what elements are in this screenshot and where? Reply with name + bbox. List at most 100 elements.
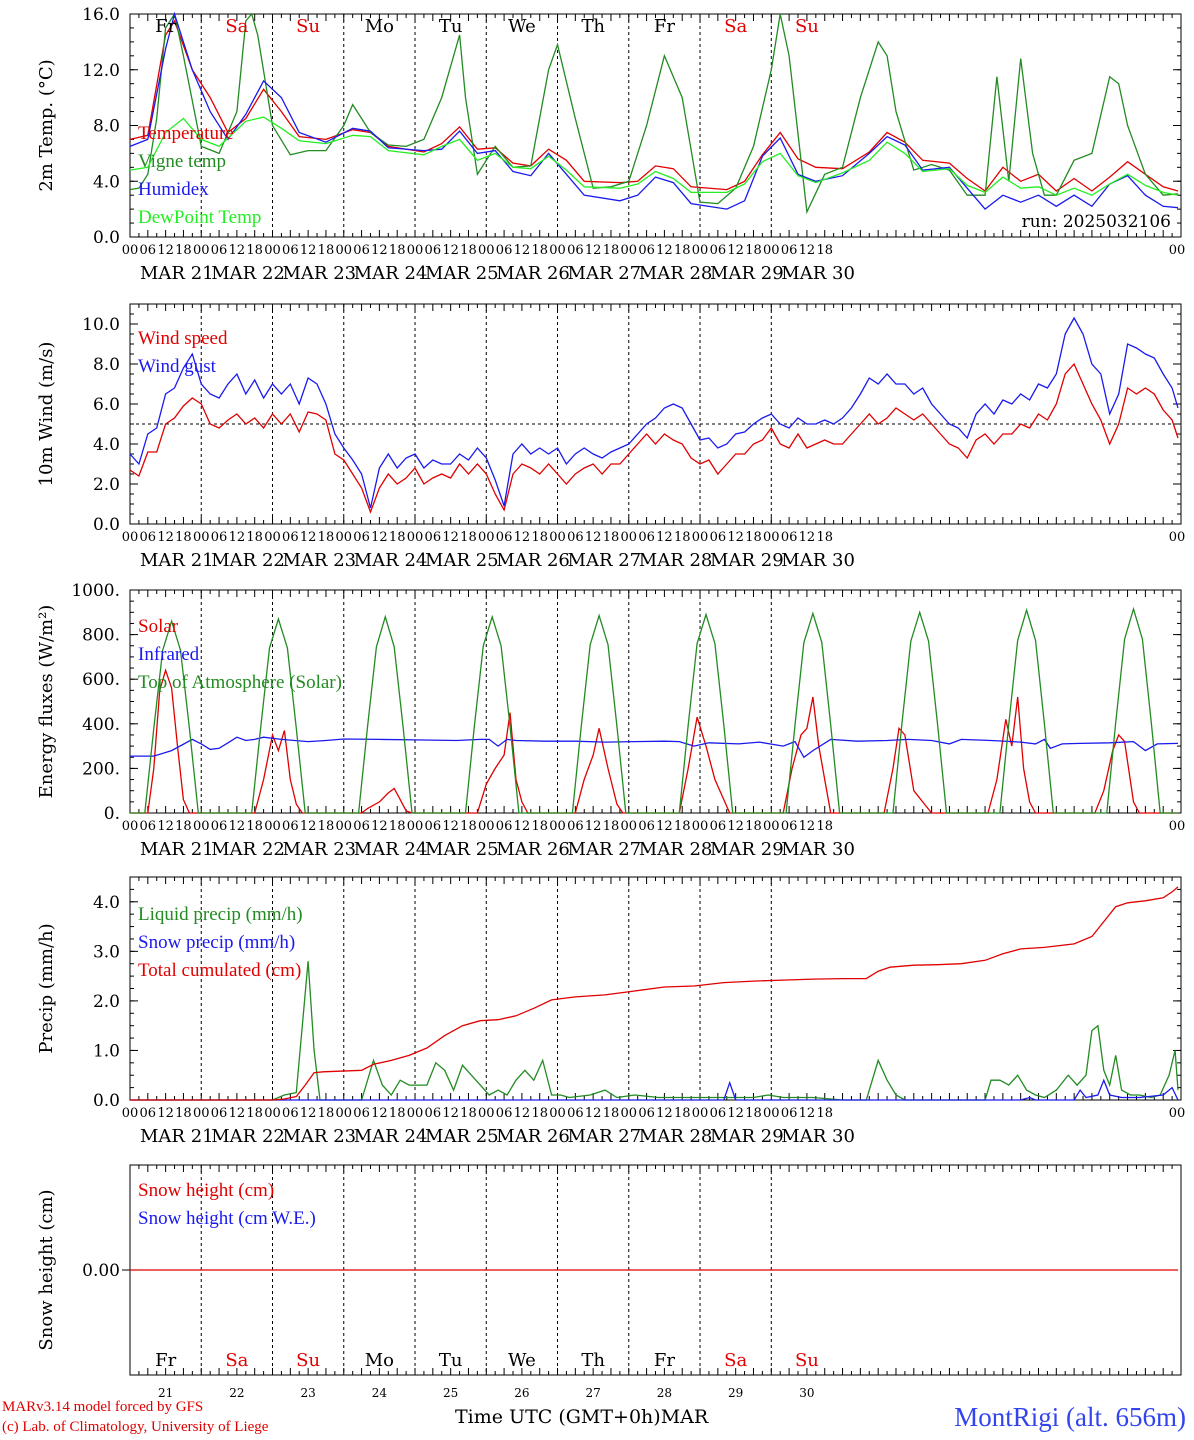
day-name: Fr xyxy=(654,1350,675,1371)
hour-tick-label: 12 xyxy=(371,819,388,834)
series-line-wind-gust xyxy=(129,316,1179,509)
day-name: Sa xyxy=(225,16,248,37)
day-name: Th xyxy=(581,1350,605,1371)
hour-tick-label: 00 xyxy=(335,243,352,258)
date-label: MAR 27 xyxy=(568,550,642,571)
hour-tick-label: 00 xyxy=(549,530,566,545)
hour-tick-label: 00 xyxy=(264,819,281,834)
series-line-liquid-precip-mm-h xyxy=(130,961,1179,1101)
day-number: 23 xyxy=(300,1386,315,1400)
legend-solar: Solar xyxy=(138,616,179,637)
hour-tick-label: 12 xyxy=(727,819,744,834)
hour-tick-label: 00 xyxy=(264,243,281,258)
hour-tick-label: 18 xyxy=(246,530,263,545)
hour-tick-label: 18 xyxy=(745,819,762,834)
panel-frame xyxy=(129,13,1182,238)
series-line-snow-precip-mm-h xyxy=(130,1078,1179,1101)
hour-tick-label: 18 xyxy=(389,530,406,545)
hour-tick-label: 06 xyxy=(211,819,228,834)
panel-frame xyxy=(129,303,1182,525)
hour-tick-label: 18 xyxy=(318,243,335,258)
date-label: MAR 25 xyxy=(425,1126,499,1147)
day-name: Su xyxy=(795,1350,819,1371)
hour-tick-label: 00 xyxy=(621,1106,638,1121)
hour-tick-label: 00 xyxy=(692,819,709,834)
legend-wind-gust: Wind gust xyxy=(138,356,217,377)
date-label: MAR 22 xyxy=(211,1126,285,1147)
hour-tick-label: 00 xyxy=(478,243,495,258)
date-label: MAR 25 xyxy=(425,839,499,860)
hour-tick-label: 18 xyxy=(674,243,691,258)
hour-tick-label: 00 xyxy=(478,530,495,545)
hour-tick-label: 06 xyxy=(140,243,157,258)
day-number: 28 xyxy=(657,1386,672,1400)
hour-tick-label: 00 xyxy=(549,243,566,258)
date-label: MAR 24 xyxy=(354,550,428,571)
hour-tick-label: 12 xyxy=(442,243,459,258)
hour-tick-label: 12 xyxy=(371,1106,388,1121)
hour-tick-label: 12 xyxy=(585,819,602,834)
date-label: MAR 24 xyxy=(354,263,428,284)
x-axis-title-text: Time UTC (GMT+0h) xyxy=(455,1406,661,1428)
legend-snow-precip-mm-h: Snow precip (mm/h) xyxy=(138,932,295,953)
hour-tick-label: 12 xyxy=(229,819,246,834)
hour-tick-label: 06 xyxy=(140,530,157,545)
date-label: MAR 30 xyxy=(781,839,855,860)
hour-tick-label: 06 xyxy=(211,530,228,545)
hour-tick-label: 18 xyxy=(175,243,192,258)
day-name: We xyxy=(508,16,536,37)
hour-tick-label: 06 xyxy=(211,1106,228,1121)
hour-tick-label: 18 xyxy=(318,819,335,834)
hour-tick-label: 18 xyxy=(603,530,620,545)
date-label: MAR 26 xyxy=(496,1126,570,1147)
hour-tick-label: 18 xyxy=(531,1106,548,1121)
day-name: Fr xyxy=(654,16,675,37)
y-tick-label: 600. xyxy=(82,670,120,690)
hour-tick-label: 18 xyxy=(603,819,620,834)
y-tick-label: 4.0 xyxy=(93,172,120,192)
y-tick-label: 4.0 xyxy=(93,435,120,455)
hour-tick-label: 06 xyxy=(710,1106,727,1121)
hour-tick-label: 00 xyxy=(122,530,139,545)
hour-tick-label: 12 xyxy=(229,1106,246,1121)
hour-tick-label: 06 xyxy=(638,243,655,258)
day-name: Th xyxy=(581,16,605,37)
date-label: MAR 27 xyxy=(568,839,642,860)
hour-tick-label: 12 xyxy=(371,530,388,545)
hour-tick-label: 06 xyxy=(282,1106,299,1121)
hour-tick-label: 06 xyxy=(567,1106,584,1121)
hour-tick-label: 12 xyxy=(799,819,816,834)
hour-tick-label: 12 xyxy=(442,1106,459,1121)
hour-tick-label: 18 xyxy=(531,819,548,834)
day-number: 22 xyxy=(229,1386,244,1400)
hour-tick-label: 00 xyxy=(1169,243,1186,258)
day-name: Su xyxy=(296,16,320,37)
hour-tick-label: 12 xyxy=(727,243,744,258)
x-axis-month: MAR xyxy=(660,1406,709,1428)
legend-humidex: Humidex xyxy=(138,179,209,200)
hour-tick-label: 06 xyxy=(425,243,442,258)
hour-tick-label: 06 xyxy=(425,1106,442,1121)
hour-tick-label: 00 xyxy=(193,243,210,258)
date-label: MAR 29 xyxy=(710,839,784,860)
hour-tick-label: 06 xyxy=(496,243,513,258)
day-number: 29 xyxy=(728,1386,743,1400)
hour-tick-label: 12 xyxy=(157,530,174,545)
hour-tick-label: 06 xyxy=(710,530,727,545)
y-axis-label: Snow height (cm) xyxy=(36,1189,57,1350)
hour-tick-label: 06 xyxy=(282,530,299,545)
y-tick-label: 0.00 xyxy=(82,1261,120,1281)
legend-infrared: Infrared xyxy=(138,644,200,665)
series-line-vigne-temp xyxy=(129,12,1179,215)
hour-tick-label: 18 xyxy=(389,1106,406,1121)
hour-tick-label: 18 xyxy=(816,243,833,258)
hour-tick-label: 00 xyxy=(193,1106,210,1121)
hour-tick-label: 06 xyxy=(353,1106,370,1121)
hour-tick-label: 18 xyxy=(318,1106,335,1121)
hour-tick-label: 18 xyxy=(460,1106,477,1121)
hour-tick-label: 06 xyxy=(781,530,798,545)
hour-tick-label: 18 xyxy=(246,819,263,834)
date-label: MAR 26 xyxy=(496,263,570,284)
hour-tick-label: 06 xyxy=(710,819,727,834)
run-label: run: 2025032106 xyxy=(1022,212,1171,232)
